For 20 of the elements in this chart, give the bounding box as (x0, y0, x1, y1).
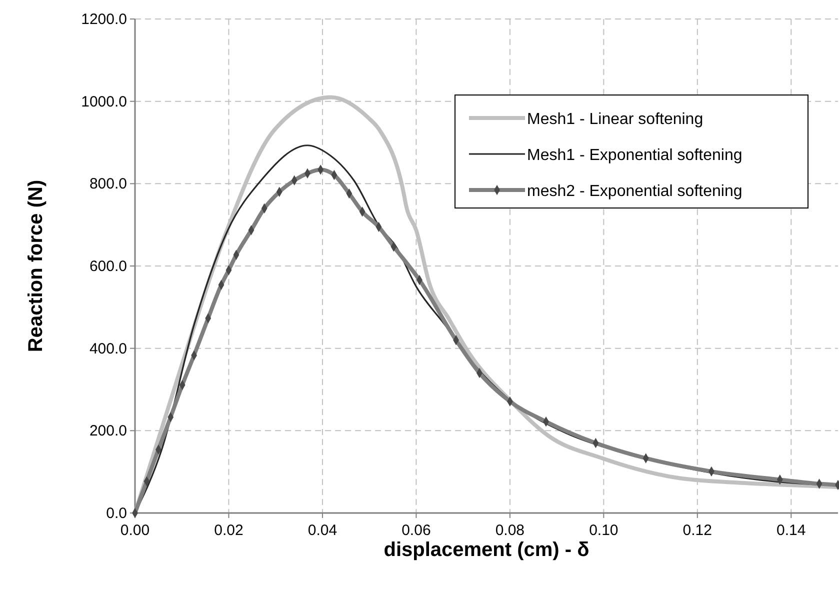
y-tick-label: 200.0 (89, 422, 127, 440)
x-tick-label: 0.14 (776, 522, 806, 539)
legend-label: Mesh1 - Exponential softening (527, 147, 742, 164)
y-axis-title: Reaction force (N) (25, 180, 47, 352)
x-tick-label: 0.04 (308, 522, 338, 539)
x-tick-label: 0.12 (682, 522, 712, 539)
y-tick-label: 800.0 (89, 176, 127, 193)
y-tick-label: 600.0 (89, 258, 127, 275)
x-tick-label: 0.10 (589, 522, 618, 539)
y-tick-label: 1200.0 (81, 11, 127, 28)
y-tick-label: 400.0 (89, 340, 127, 358)
x-axis-title: displacement (cm) - δ (384, 539, 590, 561)
legend-label: Mesh1 - Linear softening (527, 111, 704, 128)
y-tick-label: 1000.0 (81, 93, 127, 110)
x-tick-label: 0.06 (402, 522, 431, 539)
x-tick-label: 0.02 (214, 522, 244, 539)
x-tick-label: 0.08 (495, 522, 525, 539)
legend-label: mesh2 - Exponential softening (527, 183, 742, 200)
x-tick-label: 0.00 (120, 522, 150, 539)
y-tick-label: 0.0 (106, 505, 127, 522)
